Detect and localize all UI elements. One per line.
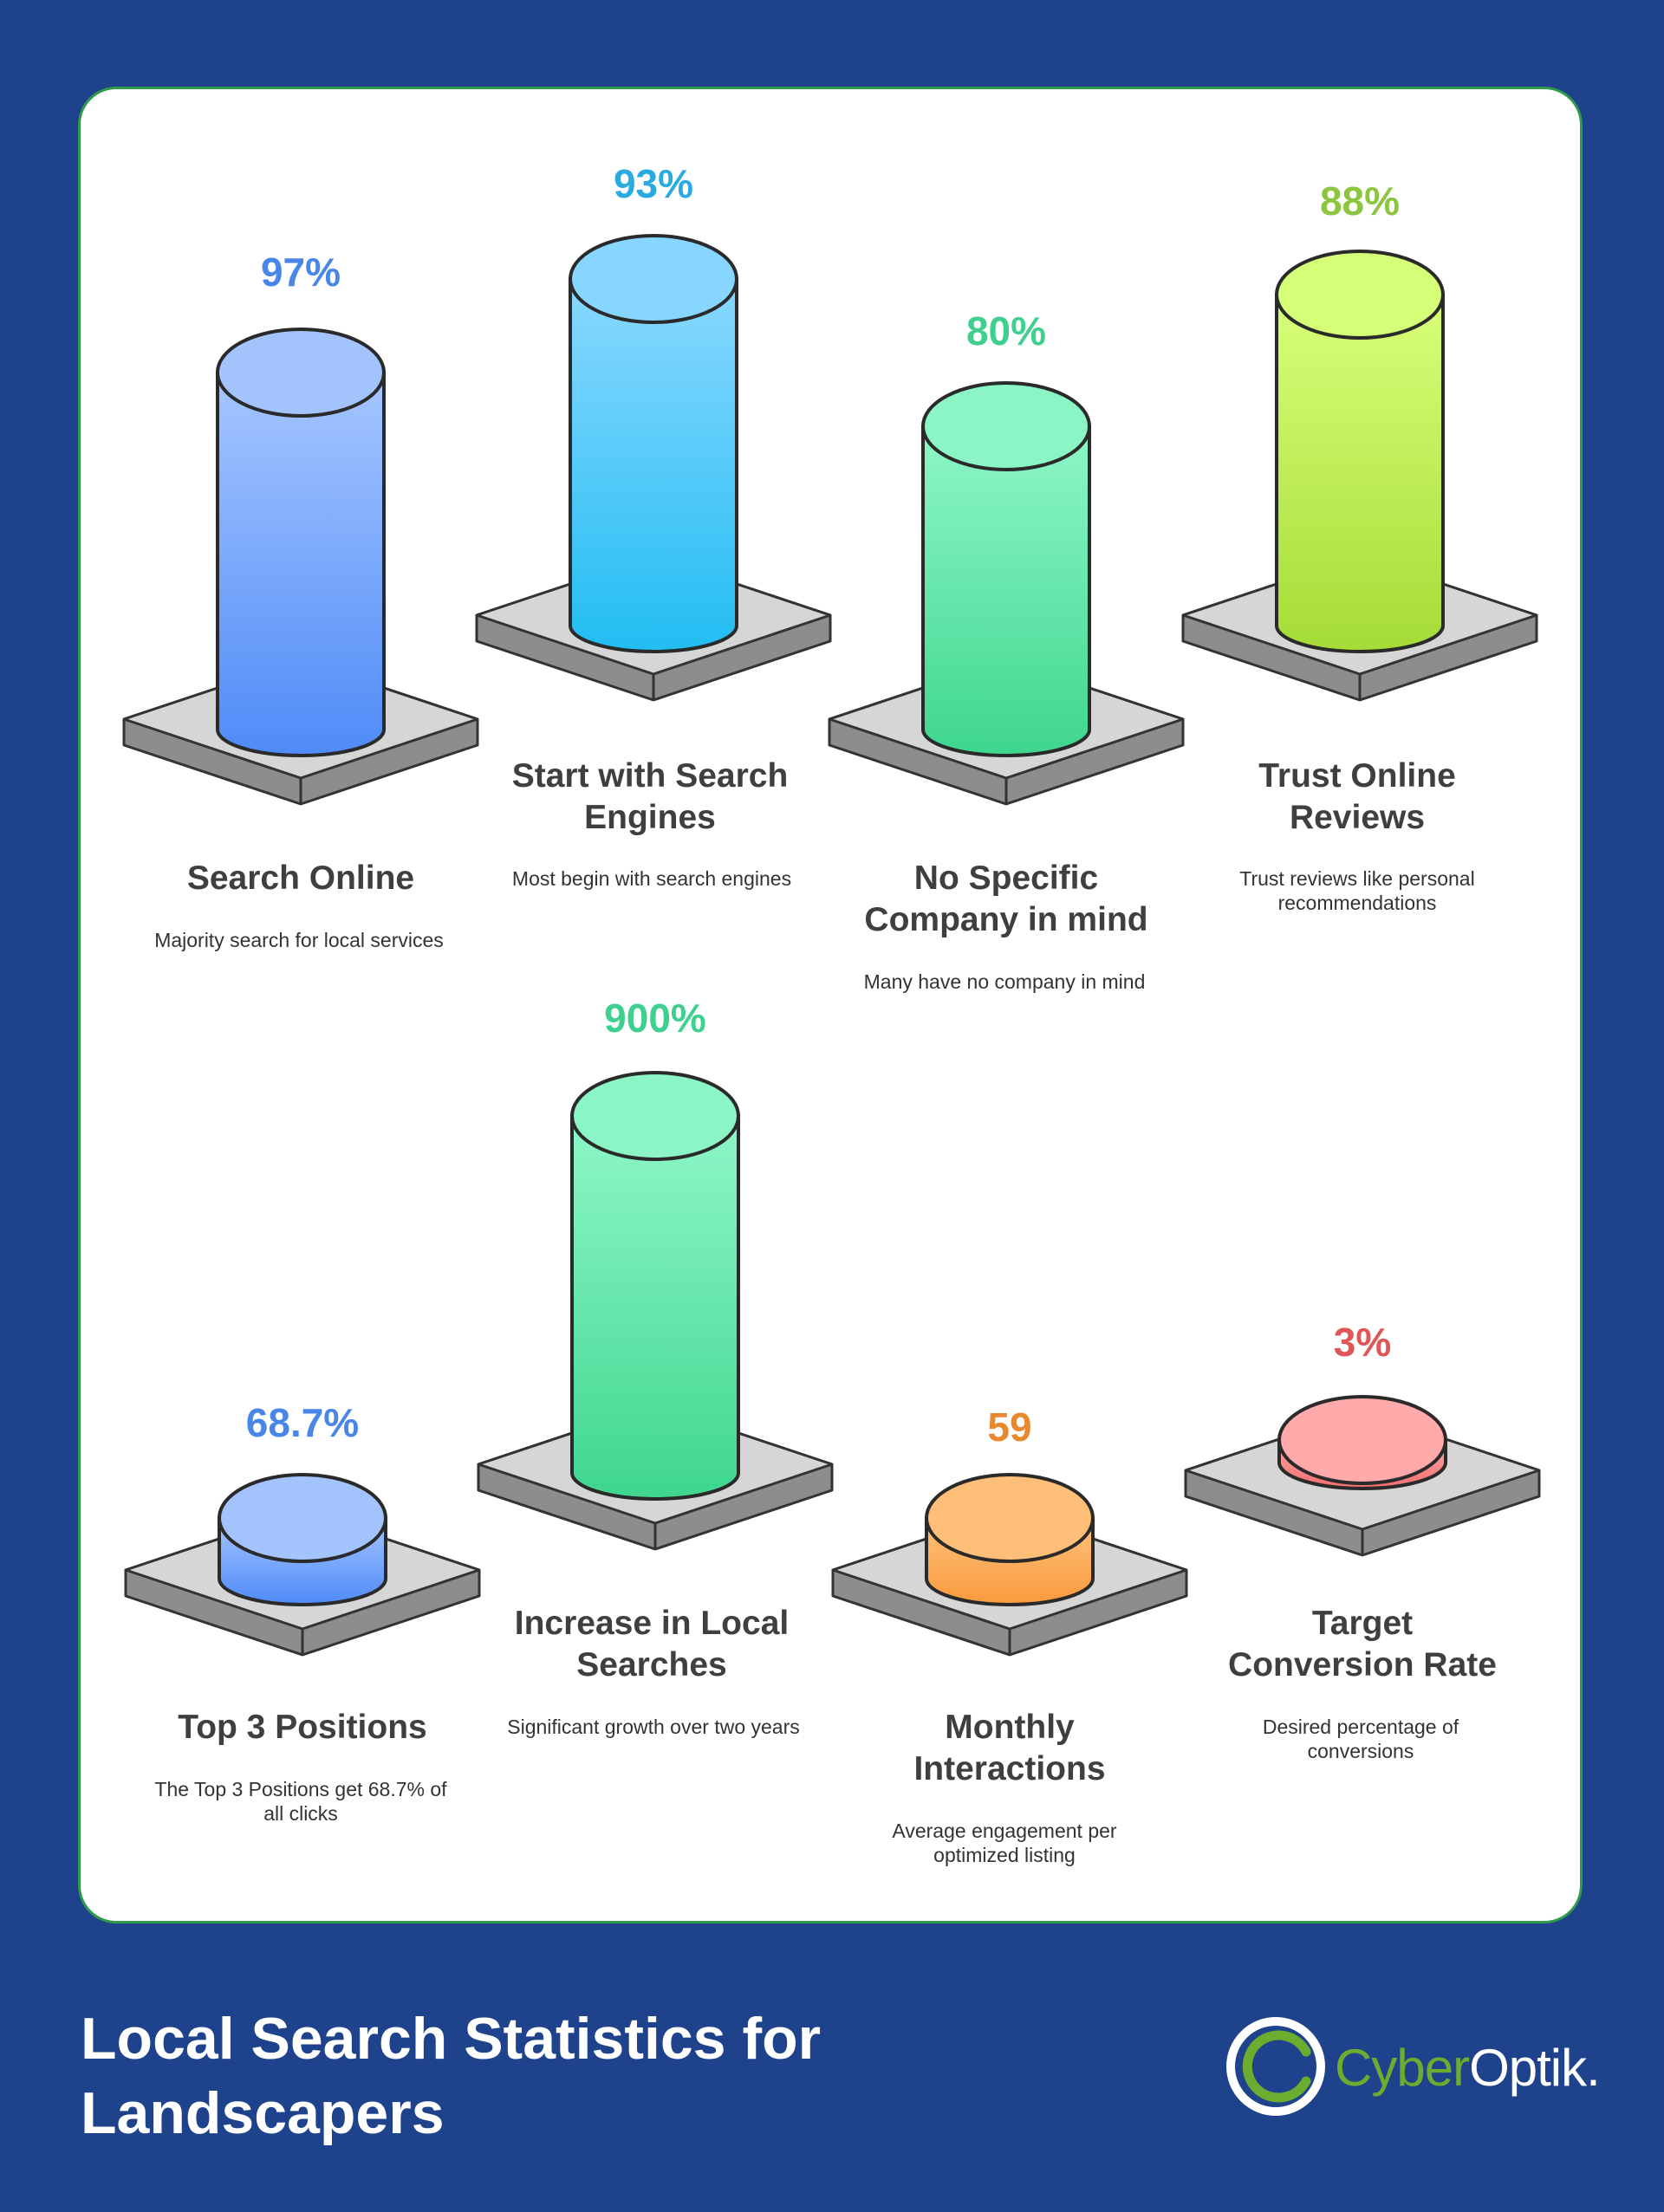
cylinder-top-3 [218,1473,387,1606]
stat-title: Start with Search Engines [511,757,789,836]
cylinder-no-company [921,381,1091,757]
brand-name-part1: Cyber [1335,2039,1470,2097]
ring-logo-icon [1226,2017,1325,2116]
stat-title: Top 3 Positions [178,1709,427,1746]
brand-wordmark: CyberOptik. [1335,2038,1601,2098]
page-title: Local Search Statistics for Landscapers [81,2006,822,2146]
stat-value: 97% [260,250,341,295]
stat-description: Trust reviews like personal recommendati… [1239,867,1475,914]
cylinder-conversion [1277,1395,1447,1490]
stat-description: Many have no company in mind [863,970,1146,993]
stat-value: 80% [965,308,1047,354]
cylinder-increase [570,1071,740,1501]
cylinder-monthly [925,1473,1095,1606]
cylinder-trust-reviews [1275,250,1445,653]
stat-value: 68.7% [245,1400,360,1445]
stat-value: 3% [1333,1320,1392,1365]
stat-description: Significant growth over two years [507,1716,800,1738]
brand-name-part2: Optik. [1469,2039,1601,2097]
brand-logo: CyberOptik. [1222,2010,1601,2123]
stat-description: The Top 3 Positions get 68.7% of all cli… [154,1778,447,1825]
stat-value: 93% [613,161,694,206]
cylinder-search-online [216,328,386,757]
stat-title: Search Online [186,860,415,897]
stat-description: Majority search for local services [154,929,444,951]
cylinder-search-engines [569,234,738,653]
stat-value: 900% [604,996,706,1041]
stat-title: Increase in Local Searches [514,1605,790,1683]
stat-value: 88% [1319,178,1401,224]
stat-description: Most begin with search engines [511,867,792,890]
stat-value: 59 [987,1404,1032,1450]
stat-description: Desired percentage of conversions [1262,1716,1459,1762]
stat-title: Monthly Interactions [913,1709,1106,1787]
stat-title: No Specific Company in mind [864,860,1148,938]
base-plate [828,658,1185,806]
stat-title: Target Conversion Rate [1228,1605,1497,1683]
stat-description: Average engagement per optimized listing [892,1820,1117,1866]
stat-title: Trust Online Reviews [1258,757,1456,836]
